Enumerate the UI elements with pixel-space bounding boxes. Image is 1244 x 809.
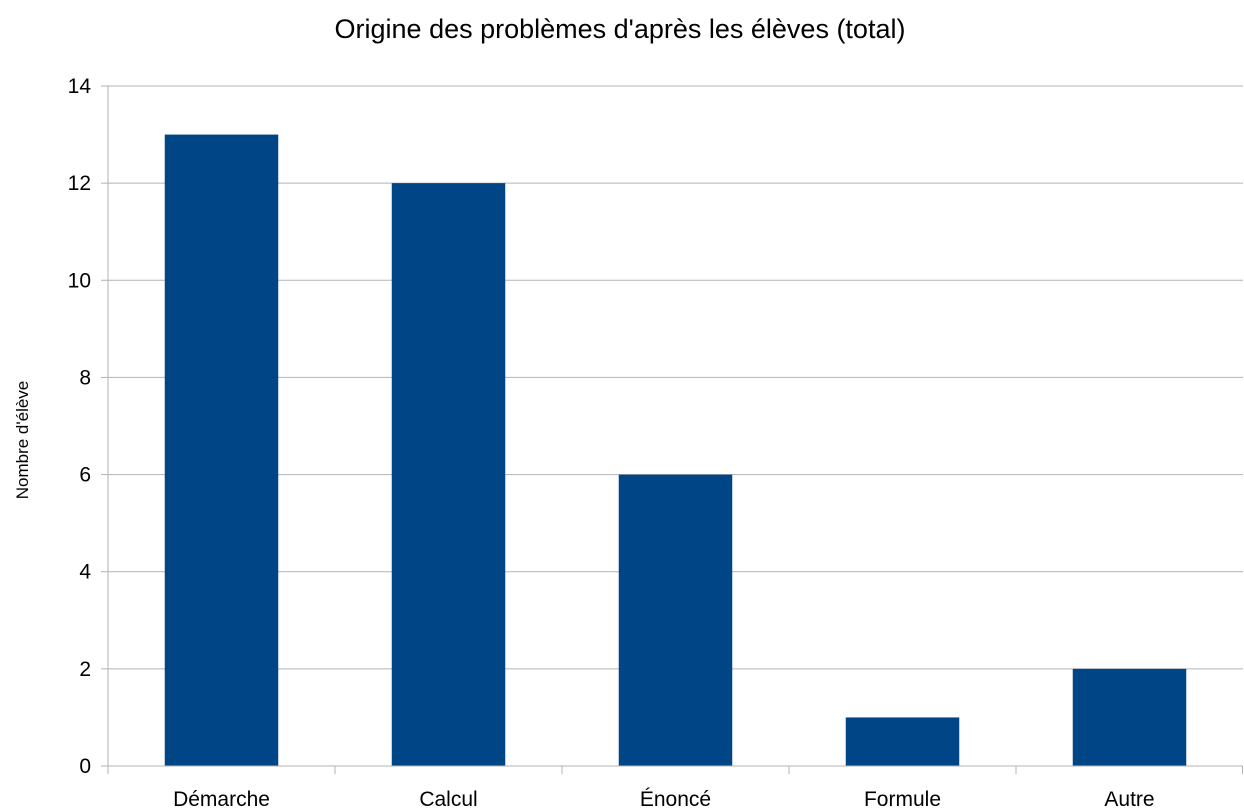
axes	[107, 86, 1243, 774]
bar	[164, 134, 279, 767]
y-tick-label: 10	[68, 269, 91, 292]
y-tick-label: 4	[79, 561, 91, 584]
y-axis-label: Nombre d'élève	[13, 381, 32, 500]
bar	[618, 474, 733, 766]
y-tick-label: 8	[79, 366, 91, 389]
x-category-labels: Démarche Calcul Énoncé Formule Autre	[173, 788, 1155, 809]
y-tick-label: 0	[79, 755, 91, 778]
x-category-label: Formule	[864, 788, 941, 809]
bars	[164, 134, 1187, 767]
y-tick-label: 12	[68, 172, 91, 195]
bar	[845, 717, 960, 766]
y-tick-label: 2	[79, 658, 91, 681]
bar	[391, 183, 506, 767]
x-category-label: Autre	[1104, 788, 1154, 809]
bar	[1072, 668, 1187, 766]
y-tick-label: 6	[79, 464, 91, 487]
y-tick-labels: 0 2 4 6 8 10 12 14	[68, 75, 92, 778]
x-category-label: Énoncé	[640, 788, 711, 809]
x-category-label: Démarche	[173, 788, 270, 809]
chart-title: Origine des problèmes d'après les élèves…	[335, 14, 906, 44]
y-tick-label: 14	[68, 75, 92, 98]
x-category-label: Calcul	[419, 788, 477, 809]
